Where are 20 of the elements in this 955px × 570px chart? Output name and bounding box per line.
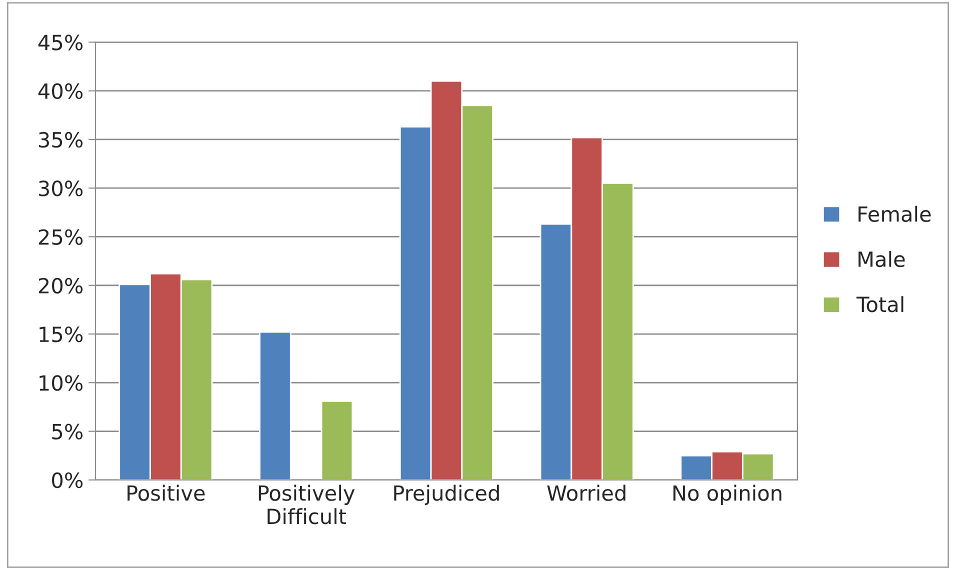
legend-label: Male <box>858 250 905 268</box>
y-tick-label: 35% <box>38 132 83 148</box>
y-tick-label: 10% <box>40 375 83 391</box>
y-tick-label: 0% <box>52 472 83 488</box>
y-tick-label: 5% <box>52 424 83 440</box>
y-tick-label: 45% <box>38 34 83 50</box>
y-tick-label: 20% <box>38 278 83 294</box>
x-tick-label: Positive <box>128 484 205 501</box>
legend-label: Female <box>858 206 931 222</box>
x-tick-label: No opinion <box>673 484 782 505</box>
y-tick-label: 25% <box>38 229 83 245</box>
y-tick-label: 40% <box>38 83 83 100</box>
x-tick-label: Prejudiced <box>394 484 499 505</box>
y-tick-label: 30% <box>38 180 83 196</box>
bar <box>259 331 292 480</box>
y-tick-label: 15% <box>40 326 83 342</box>
x-tick-label: Positively Difficult <box>258 484 355 524</box>
x-tick-label: Worried <box>547 484 626 501</box>
legend-label: Total <box>856 296 904 312</box>
bar <box>320 400 354 480</box>
